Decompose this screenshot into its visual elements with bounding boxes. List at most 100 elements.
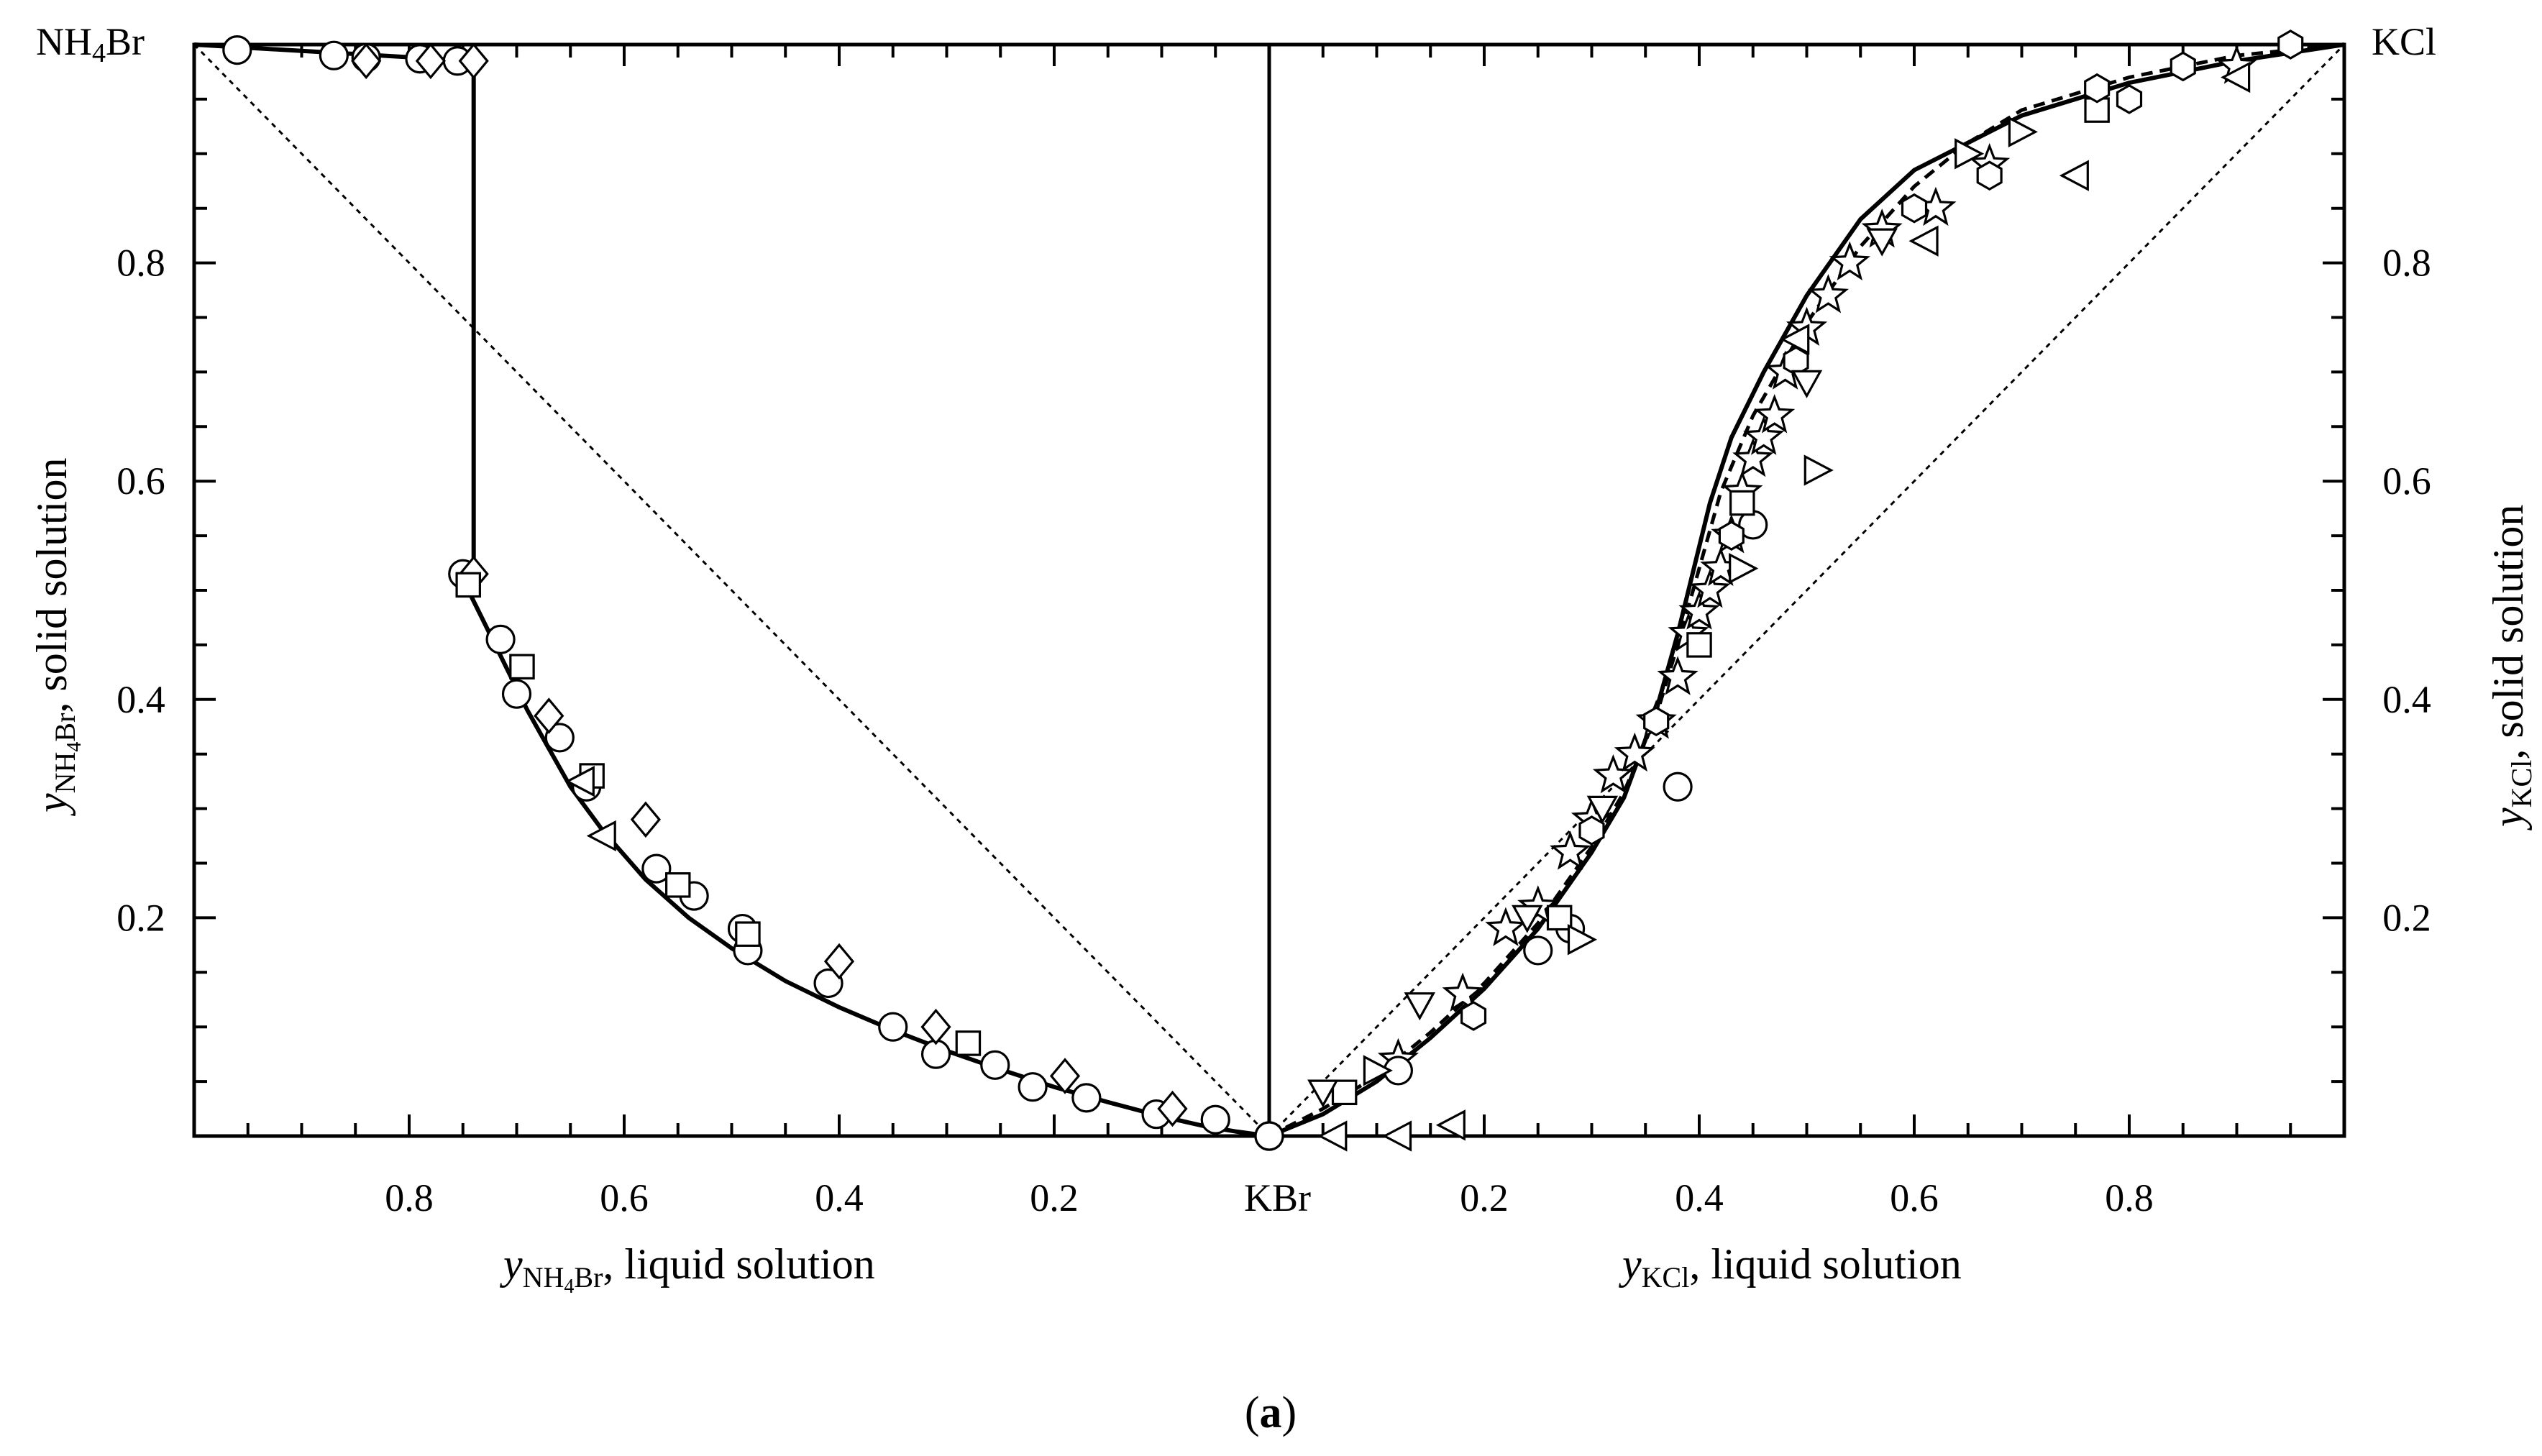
right-triangle-left-marker <box>1908 225 1939 257</box>
left-diamond-marker <box>534 697 564 734</box>
right-star-marker <box>1549 830 1591 870</box>
left-x-tick-label: 0.2 <box>1030 1176 1079 1219</box>
right-hexagon-marker <box>2116 84 2143 114</box>
right-triangle-down-marker <box>1791 370 1823 398</box>
left-circle-marker <box>544 723 575 753</box>
right-x-tick-label: 0.2 <box>1460 1176 1509 1219</box>
right-triangle-down-marker <box>1307 1079 1339 1108</box>
right-star-marker <box>1807 274 1850 313</box>
left-circle-marker <box>501 679 532 709</box>
right-hexagon-marker <box>2170 51 2196 82</box>
right-square-marker <box>1331 1079 1358 1106</box>
left-square-marker <box>509 654 535 680</box>
right-triangle-down-marker <box>1404 992 1436 1021</box>
left-square-marker <box>735 921 761 947</box>
left-diamond-marker <box>1157 1090 1188 1127</box>
left-x-tick-label: 0.8 <box>385 1176 434 1219</box>
left-circle-marker <box>1071 1083 1102 1113</box>
right-triangle-right-marker <box>2008 116 2038 148</box>
right-star-marker <box>1689 568 1731 608</box>
left-square-marker <box>955 1030 982 1056</box>
left-diamond-marker <box>920 1008 951 1045</box>
left-circle-marker <box>980 1050 1010 1080</box>
left-circle-marker <box>641 853 672 884</box>
right-star-marker <box>1743 416 1785 455</box>
right-hexagon-marker <box>1901 193 1928 224</box>
left-x-tick-label: 0.4 <box>815 1176 864 1219</box>
axis-ticks <box>194 45 2344 1136</box>
right-circle-marker <box>1523 935 1553 966</box>
left-square-marker <box>455 572 481 598</box>
right-star-marker <box>1442 972 1483 1012</box>
right-x-axis-label: yKCl, liquid solution <box>1618 1240 1962 1294</box>
right-hexagon-marker <box>2277 29 2304 60</box>
right-circle-marker <box>1663 772 1693 802</box>
right-hexagon-marker <box>1578 815 1605 846</box>
left-diamond-marker <box>1049 1058 1081 1094</box>
right-square-marker <box>1686 632 1712 658</box>
left-corner-label: NH4Br <box>36 20 145 68</box>
left-x-tick-label: 0.6 <box>600 1176 649 1219</box>
right-triangle-down-marker <box>1512 905 1543 933</box>
right-star-marker <box>1732 437 1774 477</box>
right-triangle-left-marker <box>1317 1120 1348 1152</box>
right-star-marker <box>1829 241 1870 280</box>
left-model-curve <box>461 578 1270 1138</box>
left-circle-marker <box>485 624 516 654</box>
data-markers <box>222 29 2304 1152</box>
left-y-tick-label: 0.4 <box>116 678 165 721</box>
left-y-tick-label: 0.8 <box>116 242 165 285</box>
left-diamond-marker <box>823 943 855 980</box>
right-star-marker <box>1614 732 1655 772</box>
left-triangle-left-marker <box>564 766 595 797</box>
right-star-marker <box>1754 394 1796 434</box>
left-circle-marker <box>222 35 252 65</box>
right-circle-marker <box>1254 1121 1284 1151</box>
right-hexagon-marker <box>1976 160 2003 191</box>
right-y-tick-label: 0.8 <box>2382 242 2431 285</box>
ideal-diagonals <box>193 43 2346 1137</box>
right-triangle-right-marker <box>1954 138 1985 170</box>
right-y-axis-label: yKCl, solid solution <box>2484 505 2538 831</box>
left-circle-marker <box>878 1012 908 1042</box>
left-circle-marker <box>1200 1104 1230 1135</box>
left-diamond-marker <box>630 801 661 838</box>
right-dashed-curve <box>1268 42 2345 1138</box>
center-label: KBr <box>1244 1176 1311 1219</box>
right-y-tick-label: 0.2 <box>2382 896 2431 939</box>
right-star-marker <box>1657 656 1699 695</box>
left-y-axis-label: yNH4Br, solid solution <box>28 458 86 817</box>
right-triangle-right-marker <box>1803 454 1834 486</box>
right-ideal-diagonal <box>1268 43 2346 1137</box>
right-triangle-down-marker <box>1866 228 1898 257</box>
left-circle-marker <box>813 968 843 999</box>
right-square-marker <box>1729 490 1755 516</box>
left-diamond-marker <box>458 42 489 80</box>
right-hexagon-marker <box>1460 1001 1487 1031</box>
right-hexagon-marker <box>2084 73 2111 104</box>
left-circle-marker <box>319 40 349 70</box>
right-triangle-left-marker <box>1381 1120 1412 1152</box>
left-circle-marker <box>1018 1072 1048 1102</box>
right-triangle-left-marker <box>1780 324 1810 355</box>
right-triangle-down-marker <box>1586 795 1619 824</box>
right-corner-label: KCl <box>2372 20 2436 63</box>
right-y-tick-label: 0.6 <box>2382 459 2431 503</box>
left-diamond-marker <box>415 42 446 80</box>
left-square-marker <box>664 872 691 898</box>
right-x-tick-label: 0.4 <box>1675 1176 1724 1219</box>
axis-labels: NH4Br KCl KBr yNH4Br, liquid solution yK… <box>28 20 2538 1437</box>
left-x-axis-label: yNH4Br, liquid solution <box>499 1240 875 1298</box>
right-hexagon-marker <box>1643 706 1670 737</box>
left-y-tick-label: 0.6 <box>116 459 165 503</box>
right-x-tick-label: 0.8 <box>2105 1176 2154 1219</box>
right-star-marker <box>1485 907 1527 946</box>
right-triangle-right-marker <box>1363 1055 1393 1086</box>
right-triangle-left-marker <box>2221 61 2251 93</box>
right-star-marker <box>1678 590 1720 630</box>
right-square-marker <box>1546 905 1573 931</box>
right-triangle-right-marker <box>1567 924 1598 956</box>
left-ideal-diagonal <box>193 43 1271 1137</box>
right-hexagon-marker <box>1718 521 1745 551</box>
